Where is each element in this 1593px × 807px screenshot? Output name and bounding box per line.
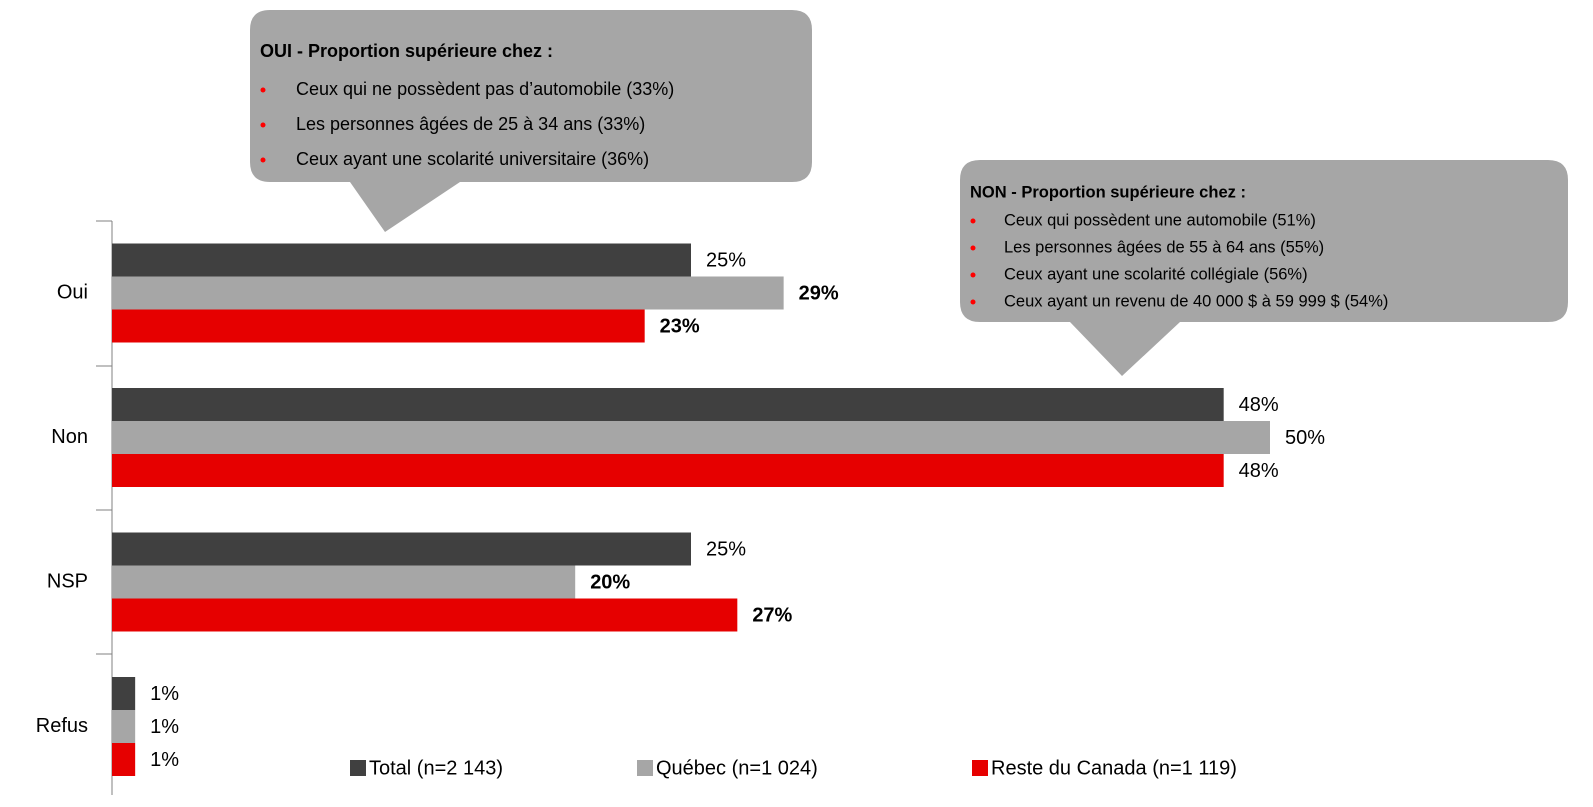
bullet	[260, 122, 266, 128]
callout-item: Ceux ayant un revenu de 40 000 $ à 59 99…	[1004, 292, 1388, 310]
callout-item: Les personnes âgées de 55 à 64 ans (55%)	[1004, 238, 1324, 256]
bullet	[970, 245, 976, 251]
bullet	[970, 272, 976, 278]
value-label: 25%	[706, 249, 746, 271]
bar	[112, 743, 136, 776]
bullet	[970, 218, 976, 224]
value-label: 48%	[1239, 394, 1279, 416]
value-label: 29%	[799, 282, 839, 304]
bullet	[260, 87, 266, 93]
bar	[112, 677, 136, 710]
bar	[112, 710, 136, 743]
category-label: NSP	[47, 570, 88, 592]
callout-item: Ceux ayant une scolarité universitaire (…	[296, 149, 649, 169]
category-label: Refus	[36, 715, 88, 737]
value-label: 20%	[590, 571, 630, 593]
bar	[112, 421, 1270, 454]
legend-label: Total (n=2 143)	[369, 757, 503, 779]
callout	[250, 10, 812, 232]
value-label: 23%	[660, 315, 700, 337]
callout-title: NON - Proportion supérieure chez :	[970, 183, 1246, 201]
bar	[112, 454, 1224, 487]
legend-label: Reste du Canada (n=1 119)	[991, 757, 1237, 779]
category-label: Non	[51, 426, 88, 448]
bar	[112, 309, 645, 343]
callout-item: Ceux qui ne possèdent pas d’automobile (…	[296, 79, 674, 99]
legend-label: Québec (n=1 024)	[656, 757, 818, 779]
value-label: 25%	[706, 538, 746, 560]
y-axis	[96, 220, 113, 795]
bar	[112, 276, 784, 310]
legend-swatch	[637, 760, 653, 776]
value-label: 1%	[150, 749, 179, 771]
value-label: 50%	[1285, 427, 1325, 449]
value-label: 1%	[150, 683, 179, 705]
callout-item: Ceux qui possèdent une automobile (51%)	[1004, 211, 1316, 229]
bar	[112, 565, 576, 599]
legend-swatch	[972, 760, 988, 776]
value-label: 48%	[1239, 460, 1279, 482]
callout	[960, 160, 1568, 376]
callout-item: Les personnes âgées de 25 à 34 ans (33%)	[296, 114, 645, 134]
bullet	[260, 157, 266, 163]
bar	[112, 243, 691, 277]
value-label: 1%	[150, 716, 179, 738]
bar	[112, 598, 738, 632]
callout-item: Ceux ayant une scolarité collégiale (56%…	[1004, 265, 1308, 283]
bar	[112, 388, 1224, 421]
callout-title: OUI - Proportion supérieure chez :	[260, 41, 553, 61]
legend-swatch	[350, 760, 366, 776]
category-label: Oui	[57, 281, 88, 303]
bar	[112, 532, 691, 566]
value-label: 27%	[752, 604, 792, 626]
bullet	[970, 299, 976, 305]
